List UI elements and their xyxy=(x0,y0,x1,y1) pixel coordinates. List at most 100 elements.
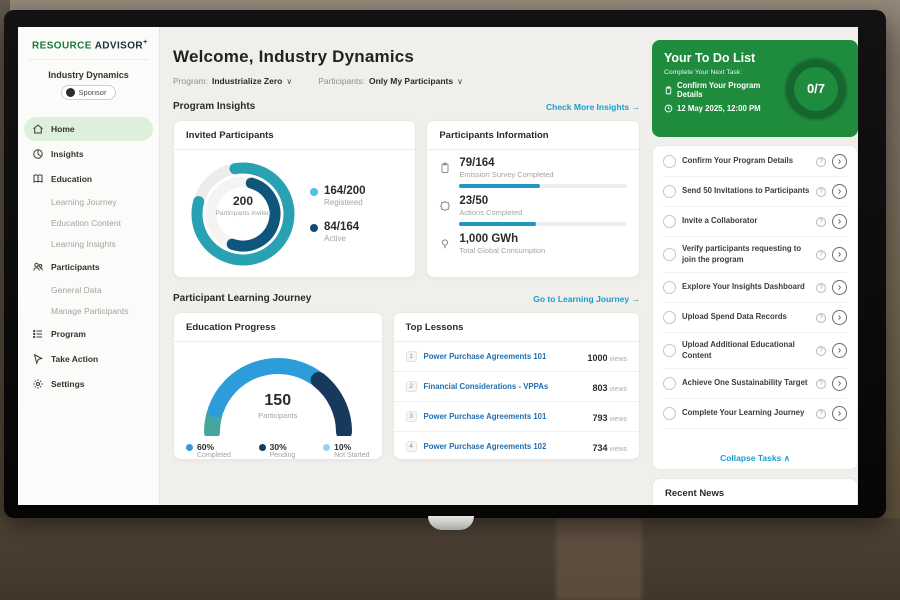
sidebar-item-settings[interactable]: Settings xyxy=(24,372,153,396)
legend-dot xyxy=(258,444,266,451)
help-icon[interactable]: ? xyxy=(816,186,826,197)
legend-dot xyxy=(310,188,318,196)
task-row-send-50-invitations-to-participants: Send 50 Invitations to Participants ? › xyxy=(663,177,847,207)
lesson-link[interactable]: Power Purchase Agreements 102 xyxy=(423,442,547,451)
legend-item: 10% Not Started xyxy=(323,442,370,459)
sidebar-item-education[interactable]: Education xyxy=(24,167,153,191)
card-title: Invited Participants xyxy=(174,121,416,150)
sidebar-item-learning-journey[interactable]: Learning Journey xyxy=(51,197,117,208)
help-icon[interactable]: ? xyxy=(816,282,826,293)
sidebar-item-general-data[interactable]: General Data xyxy=(51,285,102,296)
help-icon[interactable]: ? xyxy=(816,378,826,389)
card-title: Participants Information xyxy=(427,121,639,150)
program-filter[interactable]: Program: Industrialize Zero ∨ xyxy=(173,76,293,86)
main-content: Welcome, Industry Dynamics Program: Indus… xyxy=(160,27,650,505)
collapse-tasks-link[interactable]: Collapse Tasks ∧ xyxy=(720,453,790,463)
metric-row: 1,000 GWh Total Global Consumption xyxy=(439,233,627,255)
chevron-right-icon[interactable]: › xyxy=(832,214,847,229)
sidebar-item-learning-insights[interactable]: Learning Insights xyxy=(51,239,116,250)
chevron-right-icon[interactable]: › xyxy=(832,154,847,169)
task-checkbox[interactable] xyxy=(663,344,676,358)
task-checkbox[interactable] xyxy=(663,248,676,262)
chevron-right-icon[interactable]: › xyxy=(832,184,847,199)
task-checkbox[interactable] xyxy=(663,281,676,295)
help-icon[interactable]: ? xyxy=(816,156,826,167)
education-progress-card: Education Progress 150 Participants xyxy=(173,312,383,460)
lesson-link[interactable]: Power Purchase Agreements 101 xyxy=(423,412,547,421)
help-icon[interactable]: ? xyxy=(816,408,826,419)
card-title: Education Progress xyxy=(174,313,382,342)
clipboard-icon xyxy=(665,85,672,94)
insights-cards: Invited Participants 200 Participants In… xyxy=(173,120,640,278)
todo-progress-ring: 0/7 xyxy=(786,58,846,119)
metric-row: 79/164 Emission Survey Completed xyxy=(439,157,627,188)
chevron-right-icon[interactable]: › xyxy=(832,406,847,422)
task-checkbox[interactable] xyxy=(663,185,676,198)
legend-dot xyxy=(186,444,193,451)
monitor-stand xyxy=(428,516,474,530)
progress-bar xyxy=(459,184,627,188)
check-more-insights-link[interactable]: Check More Insights → xyxy=(546,101,640,112)
task-row-upload-spend-data-records: Upload Spend Data Records ? › xyxy=(663,303,847,334)
chevron-right-icon[interactable]: › xyxy=(832,247,847,263)
donut-center: 200 Participants Invited xyxy=(215,194,271,217)
legend-item: 60% Completed xyxy=(186,442,231,459)
legend-item: 164/200 Registered xyxy=(310,185,366,207)
chevron-right-icon[interactable]: › xyxy=(832,343,847,359)
donut-rings xyxy=(191,162,295,266)
clock-icon xyxy=(664,104,673,113)
task-checkbox[interactable] xyxy=(663,155,676,168)
task-checkbox[interactable] xyxy=(663,311,676,325)
help-icon[interactable]: ? xyxy=(816,312,826,323)
lesson-row-3: 3 Power Purchase Agreements 101 793 views xyxy=(393,402,639,432)
survey-icon xyxy=(439,161,451,175)
sidebar-item-home[interactable]: Home xyxy=(24,117,153,142)
org-block: Industry Dynamics Sponsor xyxy=(18,68,159,112)
lesson-row-2: 2 Financial Considerations - VPPAs 803 vi… xyxy=(393,372,639,402)
help-icon[interactable]: ? xyxy=(816,345,826,356)
education-icon xyxy=(32,173,44,185)
go-to-learning-journey-link[interactable]: Go to Learning Journey → xyxy=(533,293,640,304)
lesson-row-1: 1 Power Purchase Agreements 101 1000 view… xyxy=(393,342,639,372)
chevron-down-icon: ∨ xyxy=(457,77,463,86)
chevron-down-icon: ∨ xyxy=(286,77,293,86)
task-checkbox[interactable] xyxy=(663,407,676,421)
card-title: Top Lessons xyxy=(393,313,639,342)
lesson-link[interactable]: Financial Considerations - VPPAs xyxy=(423,382,549,391)
task-row-complete-your-learning-journey: Complete Your Learning Journey ? › xyxy=(663,399,847,430)
sidebar-item-program[interactable]: Program xyxy=(24,322,153,346)
lesson-link[interactable]: Power Purchase Agreements 101 xyxy=(423,352,547,361)
sidebar-item-take-action[interactable]: Take Action xyxy=(24,347,153,371)
help-icon[interactable]: ? xyxy=(816,216,826,227)
todo-summary-card: Your To Do List Complete Your Next Task:… xyxy=(652,40,858,137)
program-icon xyxy=(32,328,44,340)
sidebar-nav: Home Insights Education Learning xyxy=(18,112,159,401)
legend-item: 84/164 Active xyxy=(310,221,366,243)
sidebar-item-insights[interactable]: Insights xyxy=(24,142,153,166)
task-checkbox[interactable] xyxy=(663,377,676,391)
app-logo[interactable]: RESOURCE ADVISOR+ xyxy=(32,39,148,52)
gauge-legend: 60% Completed 30% Pending xyxy=(174,436,382,459)
sidebar-item-participants[interactable]: Participants xyxy=(24,255,153,279)
chevron-right-icon[interactable]: › xyxy=(832,376,847,392)
sponsor-badge[interactable]: Sponsor xyxy=(60,85,117,101)
chevron-right-icon[interactable]: › xyxy=(832,310,847,326)
settings-icon xyxy=(32,378,44,390)
task-row-achieve-one-sustainability-target: Achieve One Sustainability Target ? › xyxy=(663,369,847,400)
task-row-explore-your-insights-dashboard: Explore Your Insights Dashboard ? › xyxy=(663,273,847,304)
participants-filter[interactable]: Participants: Only My Participants ∨ xyxy=(318,76,463,86)
sidebar-item-education-content[interactable]: Education Content xyxy=(51,218,121,229)
sidebar-item-manage-participants[interactable]: Manage Participants xyxy=(51,306,129,317)
legend-dot xyxy=(323,444,331,451)
education-gauge-chart: 150 Participants xyxy=(183,348,373,440)
insights-icon xyxy=(32,148,44,160)
app-window: RESOURCE ADVISOR+ Industry Dynamics Spon… xyxy=(18,27,858,505)
recent-news-title: Recent News xyxy=(653,479,857,505)
journey-cards: Education Progress 150 Participants xyxy=(173,312,640,460)
rank-badge: 4 xyxy=(405,441,417,452)
task-checkbox[interactable] xyxy=(663,215,676,228)
help-icon[interactable]: ? xyxy=(816,249,826,260)
gauge-center: 150 Participants xyxy=(258,392,298,420)
chevron-right-icon[interactable]: › xyxy=(832,280,847,296)
